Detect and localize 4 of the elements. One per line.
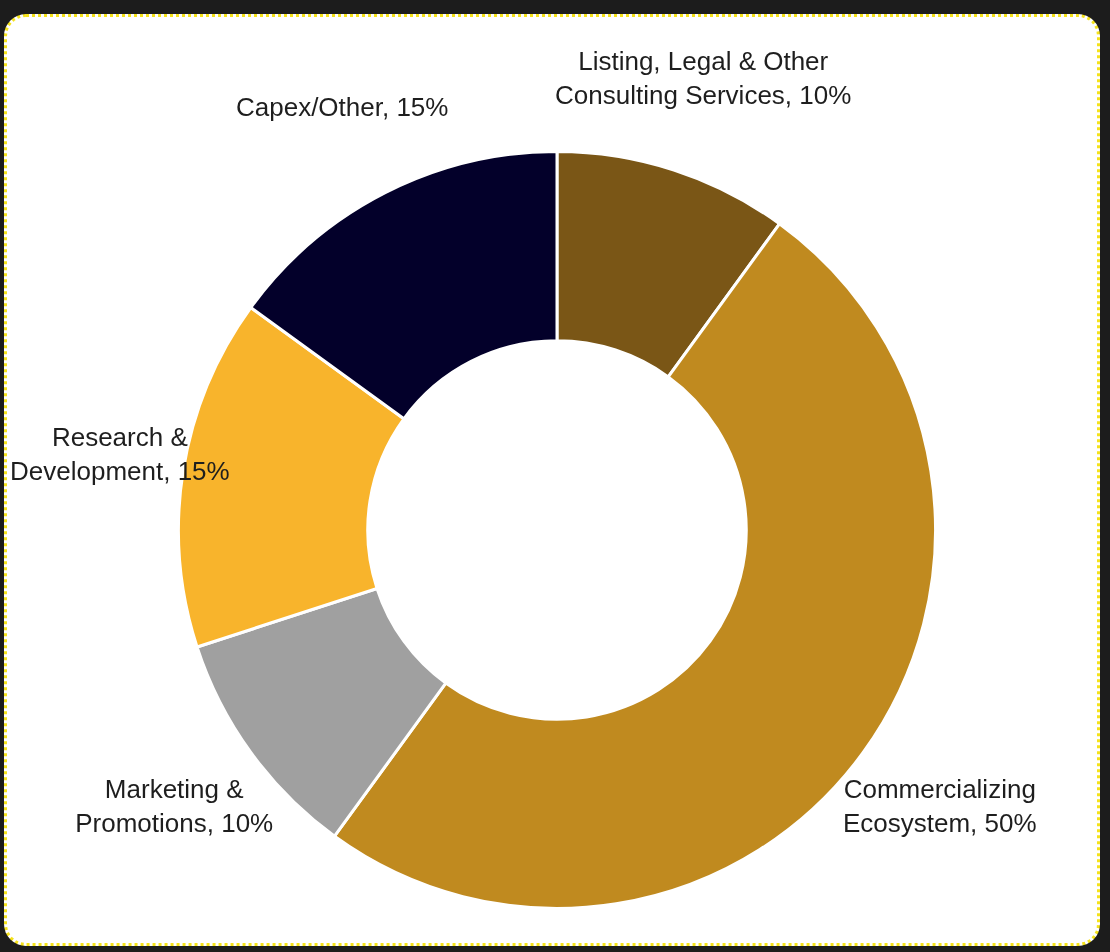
slice-label: Marketing & Promotions, 10% <box>75 774 274 839</box>
slice-label: Commercializing Ecosystem, 50% <box>842 774 1037 839</box>
slice-label: Capex/Other, 15% <box>235 91 449 122</box>
slice-label: Listing, Legal & Other Consulting Services, 10% <box>555 46 852 111</box>
